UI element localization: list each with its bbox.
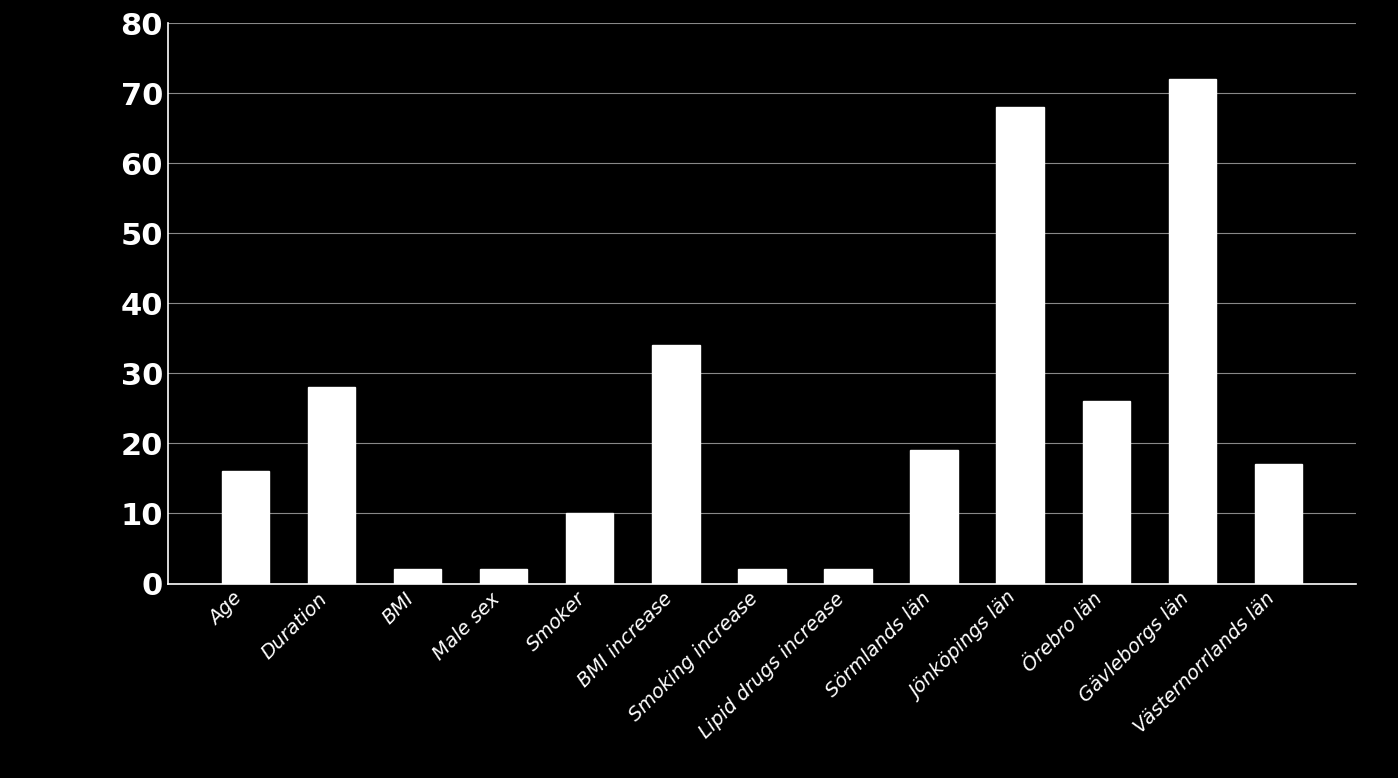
Bar bbox=[1082, 401, 1130, 584]
Bar bbox=[738, 569, 786, 584]
Bar bbox=[1169, 79, 1216, 584]
Bar bbox=[651, 345, 699, 584]
Bar bbox=[910, 450, 958, 584]
Bar bbox=[222, 471, 270, 584]
Bar bbox=[566, 513, 614, 584]
Bar bbox=[997, 107, 1044, 584]
Bar bbox=[394, 569, 442, 584]
Bar bbox=[825, 569, 872, 584]
Bar bbox=[308, 387, 355, 584]
Bar bbox=[1254, 464, 1302, 584]
Bar bbox=[480, 569, 527, 584]
